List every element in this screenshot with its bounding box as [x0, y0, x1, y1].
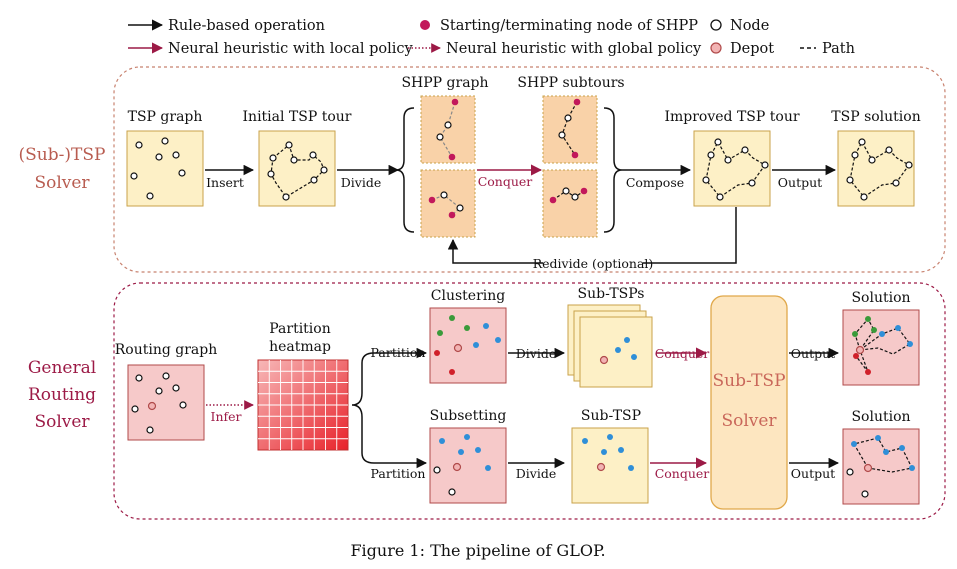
shpp-subtour-path-1: [561, 101, 578, 156]
solution-bottom-path: [853, 437, 913, 473]
tsp-solver-label-2: Solver: [34, 173, 90, 193]
routing-solver-frame: [113, 282, 946, 520]
routing-solver-label-3: Solver: [34, 412, 90, 432]
solution-bottom-box: [842, 428, 920, 505]
legend-path: Path: [822, 41, 855, 57]
solution-top-title: Solution: [851, 290, 910, 306]
shpp-subtour-path-2: [552, 190, 585, 201]
tsp-solver-panel: (Sub-)TSP Solver TSP graph Insert Initia…: [19, 66, 946, 273]
initial-tour-path: [270, 143, 325, 198]
divide-label-top: Divide: [516, 346, 556, 361]
tsp-solution-box: [837, 130, 915, 207]
tsp-solver-frame: [113, 66, 946, 273]
legend: Rule-based operation Neural heuristic wi…: [128, 18, 855, 57]
output-label-top: Output: [791, 346, 835, 361]
improved-tour-box: [693, 130, 771, 207]
routing-graph-title: Routing graph: [115, 342, 218, 358]
shpp-graph-path-1: [439, 101, 456, 158]
routing-solver-panel: General Routing Solver Routing graph Inf…: [28, 282, 946, 520]
solution-top-nodes: [852, 316, 913, 375]
routing-solver-label-2: Routing: [28, 385, 96, 405]
sub-tsp-nodes: [582, 434, 634, 472]
partition-heatmap: [257, 359, 349, 451]
tsp-solution-title: TSP solution: [831, 109, 920, 125]
shpp-graph-title: SHPP graph: [401, 75, 488, 91]
improved-tour-title: Improved TSP tour: [664, 109, 799, 125]
divide-label-bottom: Divide: [516, 466, 556, 481]
redivide-label: Redivide (optional): [533, 256, 654, 271]
partition-label-bottom: Partition: [371, 466, 426, 481]
conquer-label-top: Conquer: [655, 346, 710, 361]
improved-tour-nodes: [702, 138, 769, 201]
solution-top-box: [842, 309, 920, 386]
clustering-nodes: [434, 315, 501, 375]
conquer-label: Conquer: [478, 174, 533, 189]
shpp-subtours-title: SHPP subtours: [517, 75, 624, 91]
sub-tsp-solver-label-1: Sub-TSP: [712, 371, 785, 391]
shpp-subtours-box-2: [542, 169, 598, 238]
sub-tsp-solver-label-2: Solver: [721, 411, 777, 431]
conquer-label-bottom: Conquer: [655, 466, 710, 481]
start-term-node-icon: [420, 20, 430, 30]
shpp-graph-box-1: [420, 95, 476, 164]
legend-start-term: Starting/terminating node of SHPP: [440, 18, 698, 34]
insert-label: Insert: [206, 175, 244, 190]
sub-tsp-title: Sub-TSP: [581, 408, 641, 424]
legend-neural-global: Neural heuristic with global policy: [446, 41, 702, 57]
shpp-graph-path-2: [431, 194, 461, 216]
shpp-subtours-box-1: [542, 95, 598, 164]
partition-brace: [351, 352, 375, 464]
compose-brace: [603, 107, 623, 233]
routing-graph-nodes: [131, 372, 187, 434]
clustering-title: Clustering: [431, 288, 505, 304]
output-label-bottom: Output: [791, 466, 835, 481]
heatmap-title-2: heatmap: [269, 339, 331, 355]
sub-tsps-stack: [567, 304, 653, 388]
heatmap-title-1: Partition: [269, 321, 330, 337]
solution-bottom-nodes: [846, 435, 915, 498]
routing-solver-label-1: General: [28, 358, 96, 378]
infer-label: Infer: [211, 409, 242, 424]
partition-label-top: Partition: [371, 345, 426, 360]
divide-brace: [395, 107, 415, 233]
clustering-box: [429, 307, 507, 384]
figure-caption: Figure 1: The pipeline of GLOP.: [350, 541, 605, 560]
initial-tour-title: Initial TSP tour: [243, 109, 352, 125]
legend-node: Node: [730, 18, 769, 34]
shpp-graph-box-2: [420, 169, 476, 238]
routing-graph-depot: [147, 401, 157, 411]
output-label-tsp: Output: [778, 175, 822, 190]
redivide-label-bg: [543, 256, 643, 270]
solution-bottom-title: Solution: [851, 409, 910, 425]
initial-tour-nodes: [267, 141, 328, 201]
tsp-solution-nodes: [846, 138, 913, 201]
sub-tsps-title: Sub-TSPs: [578, 286, 645, 302]
depot-icon: [710, 42, 722, 54]
legend-depot: Depot: [730, 41, 774, 57]
subsetting-title: Subsetting: [430, 408, 507, 424]
tsp-graph-nodes: [130, 137, 186, 200]
sub-tsp-solver-box: [710, 295, 788, 510]
subsetting-nodes: [433, 434, 491, 496]
node-icon: [710, 19, 722, 31]
tsp-graph-title: TSP graph: [128, 109, 203, 125]
legend-neural-local: Neural heuristic with local policy: [168, 41, 414, 57]
divide-label: Divide: [341, 175, 381, 190]
compose-label: Compose: [626, 175, 684, 190]
legend-rule-based: Rule-based operation: [168, 18, 325, 34]
tsp-solver-label-1: (Sub-)TSP: [19, 145, 106, 165]
